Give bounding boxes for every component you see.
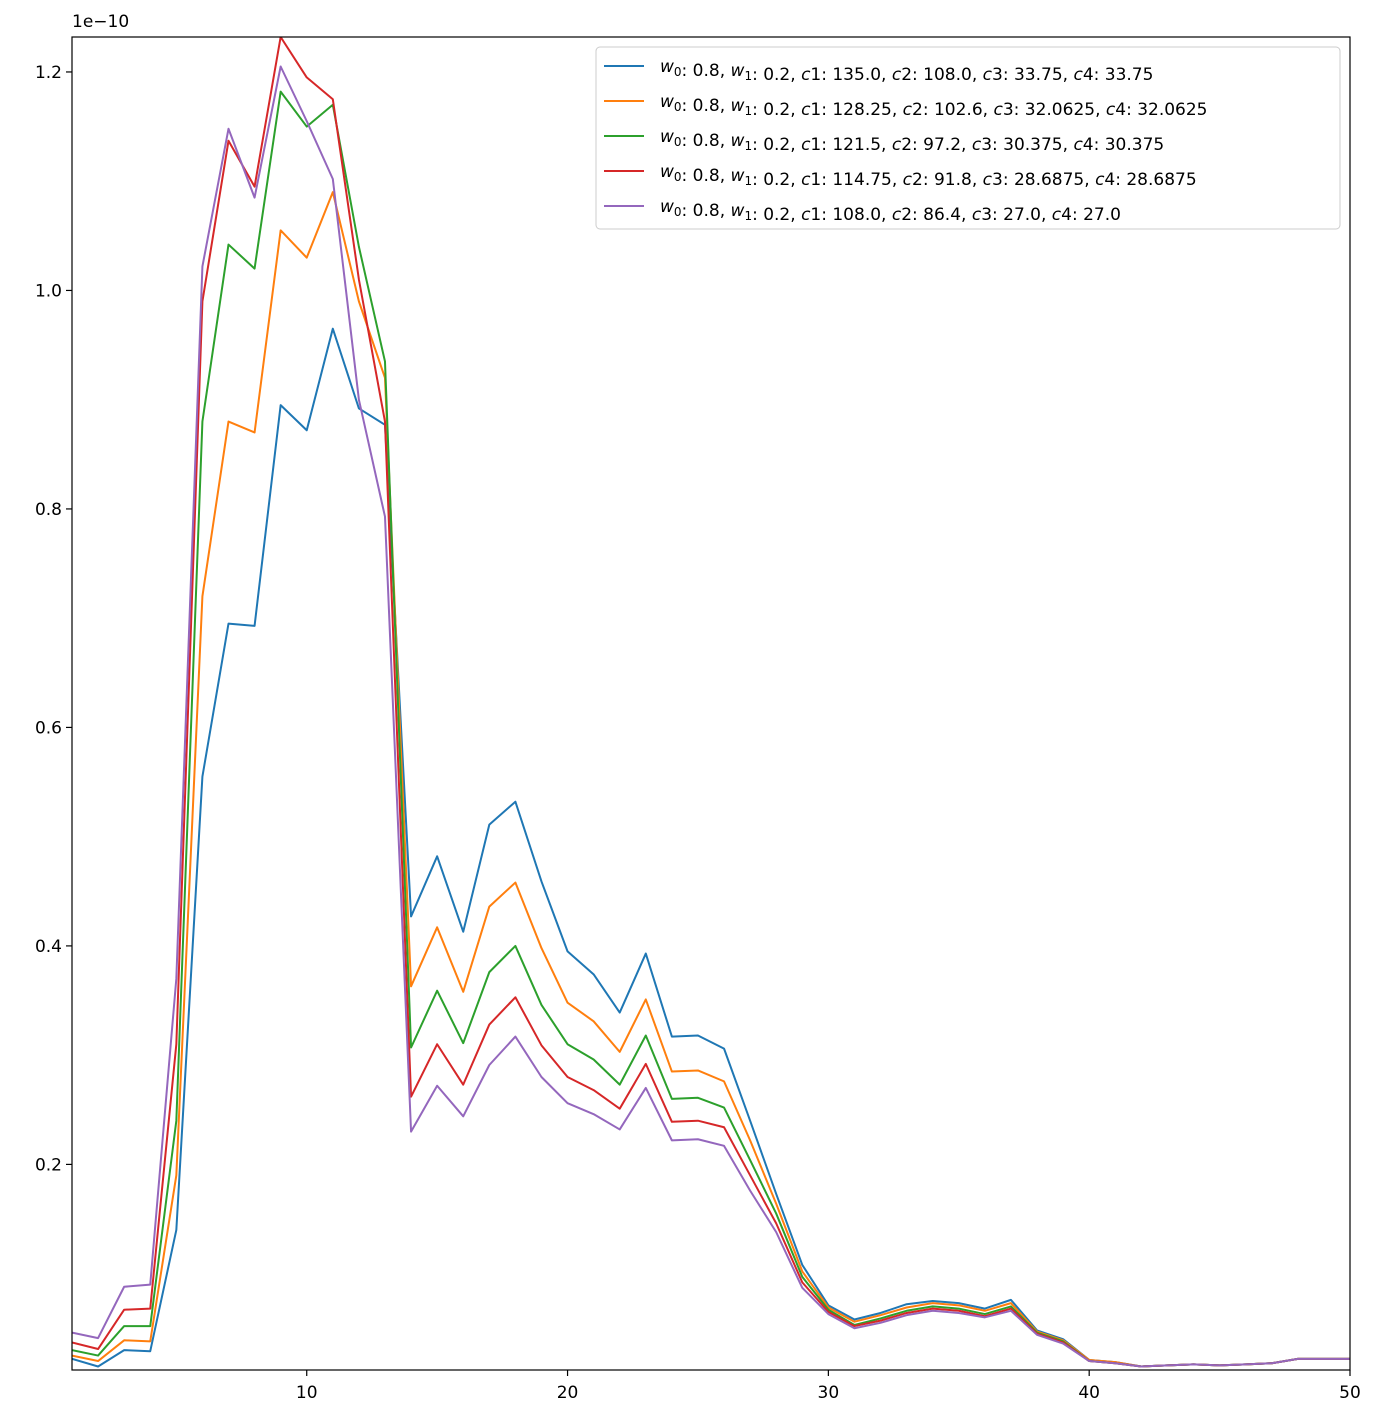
legend-label-3: w0: 0.8, w1: 0.2, c1: 121.5, c2: 97.2, c… <box>660 127 1164 155</box>
y-tick-label: 0.8 <box>35 500 62 520</box>
y-axis-offset-label: 1e−10 <box>72 12 129 32</box>
legend: w0: 0.8, w1: 0.2, c1: 135.0, c2: 108.0, … <box>595 46 1341 230</box>
x-tick-label: 40 <box>1078 1383 1100 1403</box>
legend-label-4: w0: 0.8, w1: 0.2, c1: 114.75, c2: 91.8, … <box>660 162 1197 190</box>
series-line-5 <box>72 65 1350 1368</box>
y-tick-label: 0.4 <box>35 937 62 957</box>
series-layer <box>72 37 1350 1368</box>
axes-layer: 10 20 30 40 50 0.2 0.4 0.6 0.8 1.0 1.2 <box>35 36 1361 1403</box>
x-tick-label: 30 <box>818 1383 840 1403</box>
legend-label-1: w0: 0.8, w1: 0.2, c1: 135.0, c2: 108.0, … <box>660 57 1153 85</box>
y-tick-label: 1.2 <box>35 63 62 83</box>
legend-label-5: w0: 0.8, w1: 0.2, c1: 108.0, c2: 86.4, c… <box>660 197 1121 225</box>
x-tick-label: 10 <box>296 1383 318 1403</box>
y-tick-label: 0.6 <box>35 718 62 738</box>
legend-label-2: w0: 0.8, w1: 0.2, c1: 128.25, c2: 102.6,… <box>660 92 1208 120</box>
y-tick-label: 0.2 <box>35 1155 62 1175</box>
legend-box <box>595 46 1341 230</box>
x-tick-label: 50 <box>1339 1383 1361 1403</box>
x-tick-label: 20 <box>557 1383 579 1403</box>
plot-frame <box>71 36 1351 1371</box>
y-tick-label: 1.0 <box>35 281 62 301</box>
